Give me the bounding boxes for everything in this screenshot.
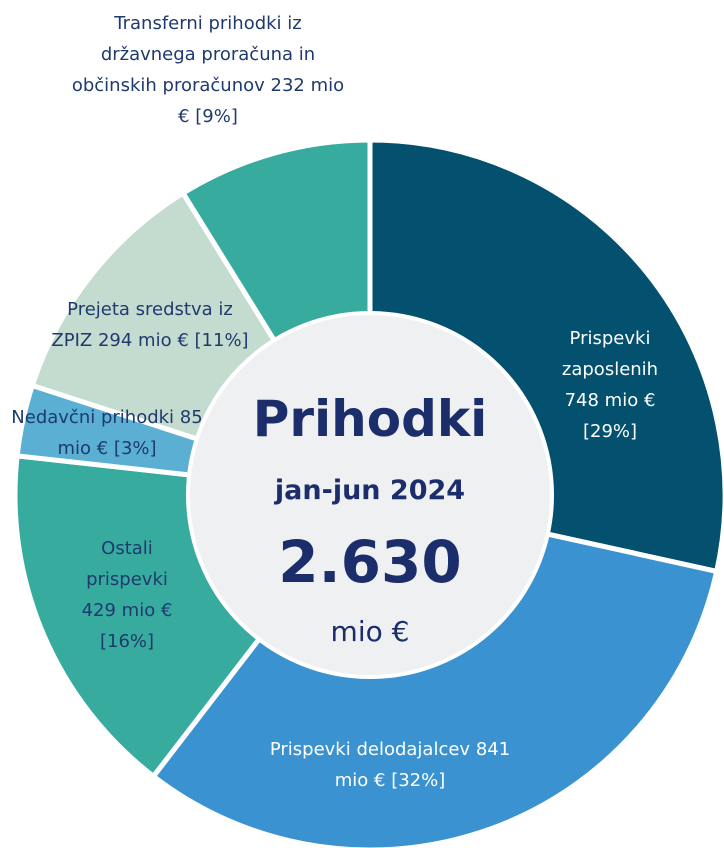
- slice-label: Prispevki delodajalcev 841 mio € [32%]: [260, 734, 520, 796]
- category-label: Prejeta sredstva iz ZPIZ: [51, 299, 233, 351]
- total: 2.630: [278, 528, 462, 596]
- slice-label: Prejeta sredstva iz ZPIZ 294 mio € [11%]: [50, 294, 250, 356]
- slice-label: Transferni prihodki iz državnega proraču…: [68, 8, 348, 132]
- value-label: 232 mio €: [178, 75, 345, 127]
- percent-label: [3%]: [113, 438, 157, 459]
- center-title: Prihodki: [252, 390, 488, 448]
- category-label: Prispevki delodajalcev: [269, 739, 471, 760]
- value-label: 294 mio €: [97, 330, 189, 351]
- category-label: Ostali prispevki: [86, 538, 168, 590]
- slice-label: Ostali prispevki 429 mio € [16%]: [67, 533, 187, 657]
- category-label: Transferni prihodki iz državnega proraču…: [71, 13, 316, 96]
- percent-label: [16%]: [99, 631, 155, 652]
- value-label: 429 mio €: [81, 600, 173, 621]
- center-subtitle: jan-jun 2024: [274, 475, 466, 506]
- slice-label: Prispevki zaposlenih 748 mio € [29%]: [545, 323, 675, 447]
- category-label: Nedavčni prihodki: [11, 407, 175, 428]
- slice: [149, 492, 720, 848]
- total-unit: mio €: [330, 615, 410, 648]
- slice-label: Nedavčni prihodki 85 mio € [3%]: [2, 402, 212, 464]
- value-label: 841 mio €: [334, 739, 511, 791]
- value-label: 85 mio €: [57, 407, 203, 459]
- percent-label: [11%]: [194, 330, 249, 351]
- category-label: Prispevki zaposlenih: [561, 328, 659, 380]
- percent-label: [29%]: [582, 421, 638, 442]
- value-label: 748 mio €: [564, 390, 656, 411]
- percent-label: [9%]: [195, 106, 238, 127]
- percent-label: [32%]: [391, 770, 446, 791]
- center-circle: [186, 311, 554, 679]
